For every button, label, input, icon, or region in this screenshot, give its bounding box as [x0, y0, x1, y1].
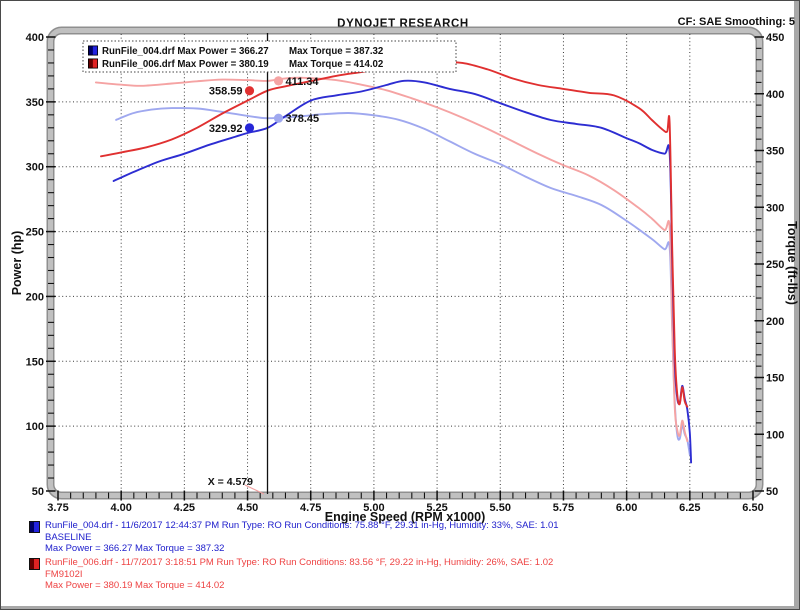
swatch-light-half: [34, 559, 39, 569]
torque-curve-runfile_006-torque: [94, 76, 689, 443]
run-swatch-004: [29, 521, 40, 533]
torque-tick-label: 450: [766, 32, 784, 44]
marker-label: 329.92: [209, 123, 243, 135]
marker-dot: [273, 76, 284, 86]
x-tick-label: 4.00: [110, 502, 131, 514]
swatch-light-half: [34, 522, 39, 532]
torque-tick-label: 300: [766, 202, 784, 214]
plot-frame: [48, 28, 762, 498]
run-legend-entry-006: RunFile_006.drf - 11/7/2017 3:18:51 PM R…: [29, 557, 553, 592]
marker-label: 411.34: [286, 76, 320, 88]
dyno-curves: [94, 61, 693, 464]
power-axis-title: Power (hp): [10, 231, 24, 296]
torque-tick-label: 100: [766, 429, 784, 441]
power-tick-label: 200: [26, 291, 44, 303]
correction-info: CF: SAE Smoothing: 5: [678, 16, 795, 28]
power-curve-runfile_006-power: [100, 61, 689, 408]
legend-box-border: [82, 40, 457, 73]
legend-run-torque: Max Torque = 414.02: [289, 59, 383, 70]
cursor-markers: 358.59 411.34 378.45 329.92: [209, 76, 320, 135]
axis-tick-labels: 3.75 4.00 4.25 4.50 4.75 5.00 5.25 5.50 5.75 6.00…: [26, 32, 785, 514]
torque-axis-title: Torque (ft-lbs): [785, 221, 799, 305]
torque-tick-label: 350: [766, 146, 784, 158]
legend-run-torque: Max Torque = 387.32: [289, 46, 383, 57]
swatch-dark-half: [30, 522, 34, 532]
legend-run-power: RunFile_004.drf Max Power = 366.27: [102, 46, 269, 57]
dyno-plot: DYNOJET RESEARCH CF: SAE Smoothing: 5 3.…: [10, 16, 799, 524]
swatch-dark-half: [30, 559, 34, 569]
power-curve-runfile_004-power: [112, 79, 693, 464]
run-stats: Max Power = 366.27 Max Torque = 387.32: [45, 543, 225, 554]
legend-swatch-dark: [88, 59, 93, 68]
x-tick-label: 4.25: [174, 502, 195, 514]
marker-dot: [244, 86, 255, 96]
cursor-leader-line: [244, 484, 265, 495]
x-tick-label: 4.75: [300, 502, 321, 514]
rpm-axis-title: Engine Speed (RPM x1000): [325, 510, 485, 524]
runs-legend-box: RunFile_004.drf Max Power = 366.27 Max T…: [82, 40, 457, 73]
run-legend-entry-004: RunFile_004.drf - 11/6/2017 12:44:37 PM …: [29, 520, 559, 555]
axis-ticks: [46, 36, 764, 501]
run-info-line: RunFile_006.drf - 11/7/2017 3:18:51 PM R…: [45, 557, 554, 568]
x-tick-label: 5.75: [553, 502, 574, 514]
marker-label: 358.59: [209, 86, 243, 98]
torque-tick-label: 400: [766, 89, 784, 101]
legend-run-power: RunFile_006.drf Max Power = 380.19: [102, 59, 269, 70]
power-tick-label: 250: [26, 227, 44, 239]
torque-tick-label: 250: [766, 259, 784, 271]
legend-row-run006: RunFile_006.drf Max Power = 380.19 Max T…: [88, 58, 383, 70]
x-tick-label: 5.50: [490, 502, 511, 514]
x-tick-label: 6.25: [679, 502, 700, 514]
power-tick-label: 400: [26, 32, 44, 44]
power-tick-label: 100: [26, 421, 44, 433]
marker-dot: [244, 123, 255, 133]
cursor-x-label: X = 4.579: [208, 476, 253, 488]
marker-label: 378.45: [286, 113, 320, 125]
power-tick-label: 350: [26, 97, 44, 109]
legend-swatch-light: [92, 46, 98, 55]
x-tick-label: 6.50: [742, 502, 763, 514]
torque-curve-runfile_004-torque: [115, 107, 691, 456]
power-tick-label: 150: [26, 356, 44, 368]
torque-tick-label: 50: [766, 486, 778, 498]
x-tick-label: 6.00: [616, 502, 637, 514]
run-swatch-006: [29, 558, 40, 570]
torque-tick-label: 200: [766, 316, 784, 328]
marker-dot: [273, 113, 284, 123]
x-tick-label: 3.75: [47, 502, 68, 514]
x-tick-label: 4.50: [237, 502, 258, 514]
run-stats: Max Power = 380.19 Max Torque = 414.02: [45, 580, 225, 591]
power-tick-label: 50: [32, 486, 44, 498]
run-info-line: RunFile_004.drf - 11/6/2017 12:44:37 PM …: [45, 520, 559, 531]
run-name: FM9102I: [45, 568, 83, 580]
x-tick-label: 5.00: [363, 502, 384, 514]
legend-swatch-dark: [88, 46, 93, 55]
gridlines: [55, 34, 756, 493]
power-tick-label: 300: [26, 162, 44, 174]
x-tick-label: 5.25: [426, 502, 447, 514]
legend-row-run004: RunFile_004.drf Max Power = 366.27 Max T…: [88, 45, 383, 57]
torque-tick-label: 150: [766, 373, 784, 385]
legend-swatch-light: [92, 59, 98, 68]
run-name: BASELINE: [45, 531, 92, 543]
